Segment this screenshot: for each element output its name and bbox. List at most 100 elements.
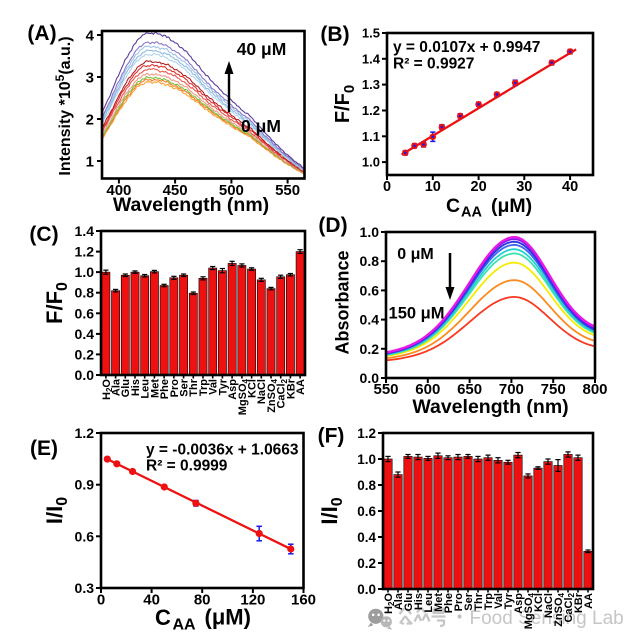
svg-text:0.3: 0.3: [75, 580, 95, 596]
svg-text:(C): (C): [29, 223, 58, 246]
svg-text:40: 40: [143, 592, 160, 609]
svg-text:650: 650: [457, 381, 482, 398]
svg-text:Ala: Ala: [111, 378, 123, 396]
svg-text:1.3: 1.3: [362, 77, 380, 92]
svg-text:1.0: 1.0: [357, 452, 376, 467]
svg-text:(F): (F): [318, 425, 345, 448]
svg-text:1.2: 1.2: [357, 426, 376, 441]
svg-text:(μM): (μM): [491, 195, 532, 217]
svg-text:Met: Met: [149, 379, 161, 398]
svg-text:1.0: 1.0: [75, 264, 95, 280]
svg-text:0: 0: [97, 592, 105, 609]
svg-text:500: 500: [219, 182, 244, 199]
svg-text:400: 400: [106, 182, 131, 199]
svg-text:KCl: KCl: [247, 379, 259, 398]
svg-text:His: His: [130, 379, 142, 396]
svg-text:Pro: Pro: [453, 593, 465, 612]
svg-text:R² = 0.9927: R² = 0.9927: [393, 56, 474, 73]
svg-text:0.8: 0.8: [357, 478, 376, 493]
svg-text:1.2: 1.2: [75, 425, 95, 441]
svg-text:Wavelength (nm): Wavelength (nm): [113, 194, 269, 216]
svg-text:Thr: Thr: [473, 592, 485, 610]
svg-text:Pro: Pro: [169, 379, 181, 398]
svg-text:0.2: 0.2: [360, 341, 380, 357]
svg-text:30: 30: [516, 179, 532, 195]
svg-text:Ser: Ser: [179, 378, 191, 396]
svg-text:y = -0.0036x + 1.0663: y = -0.0036x + 1.0663: [146, 442, 299, 459]
svg-text:120: 120: [240, 592, 265, 609]
svg-text:Thr: Thr: [188, 378, 200, 396]
svg-text:4: 4: [86, 28, 95, 45]
svg-text:0.0: 0.0: [357, 582, 376, 597]
svg-text:MgSO4: MgSO4: [237, 378, 250, 415]
svg-text:(D): (D): [318, 214, 347, 237]
svg-text:Val: Val: [493, 593, 505, 609]
svg-text:R² = 0.9999: R² = 0.9999: [146, 458, 228, 475]
svg-text:80: 80: [194, 592, 211, 609]
svg-text:0.8: 0.8: [75, 285, 95, 301]
svg-text:0.4: 0.4: [75, 326, 95, 342]
svg-text:450: 450: [163, 182, 188, 199]
svg-text:750: 750: [541, 381, 566, 398]
svg-text:Wavelength (nm): Wavelength (nm): [412, 396, 568, 418]
svg-text:1.4: 1.4: [362, 51, 381, 66]
svg-text:Food Sensing Lab: Food Sensing Lab: [470, 608, 624, 629]
svg-text:AA: AA: [173, 617, 197, 634]
svg-text:H2O: H2O: [383, 593, 396, 614]
svg-text:0.9: 0.9: [75, 477, 95, 493]
svg-text:1.4: 1.4: [75, 223, 95, 239]
svg-text:His: His: [413, 593, 425, 610]
svg-text:0.4: 0.4: [357, 530, 376, 545]
svg-text:1: 1: [86, 154, 94, 171]
svg-text:Ala: Ala: [393, 592, 405, 610]
svg-text:Glu: Glu: [120, 379, 132, 397]
svg-text:Glu: Glu: [403, 593, 415, 611]
svg-text:0.8: 0.8: [360, 253, 380, 269]
svg-text:AA: AA: [461, 205, 482, 221]
svg-text:Leu: Leu: [423, 593, 435, 613]
svg-text:Ser: Ser: [463, 592, 475, 610]
svg-text:1.2: 1.2: [362, 103, 380, 118]
svg-text:150 μM: 150 μM: [389, 305, 445, 323]
svg-text:Leu: Leu: [140, 379, 152, 399]
svg-text:ZnSO4: ZnSO4: [553, 592, 566, 626]
svg-text:NaCl: NaCl: [543, 593, 555, 618]
svg-text:Trp: Trp: [483, 593, 495, 610]
svg-text:1.0: 1.0: [362, 155, 380, 170]
svg-text:Trp: Trp: [198, 379, 210, 396]
svg-text:KBr: KBr: [573, 592, 585, 613]
svg-text:KBr: KBr: [285, 378, 297, 399]
svg-text:0 μM: 0 μM: [397, 246, 433, 263]
svg-text:(E): (E): [30, 437, 58, 460]
svg-text:(A): (A): [27, 22, 56, 45]
svg-text:Val: Val: [208, 379, 220, 395]
svg-text:Asp: Asp: [513, 593, 525, 614]
svg-text:0: 0: [383, 179, 391, 195]
svg-text:Phe: Phe: [159, 379, 171, 399]
svg-text:0.6: 0.6: [75, 528, 95, 544]
svg-text:H2O: H2O: [101, 379, 114, 400]
svg-text:Met: Met: [433, 593, 445, 612]
svg-text:1.0: 1.0: [360, 224, 380, 240]
svg-text:0.6: 0.6: [75, 305, 95, 321]
svg-text:C: C: [155, 605, 171, 630]
svg-text:0.4: 0.4: [360, 312, 380, 328]
svg-text:700: 700: [499, 381, 524, 398]
svg-text:0.6: 0.6: [357, 504, 376, 519]
svg-text:C: C: [446, 195, 460, 217]
svg-text:2: 2: [86, 112, 94, 129]
svg-text:(μM): (μM): [205, 605, 251, 630]
svg-text:CaCl2: CaCl2: [276, 378, 289, 408]
svg-text:KCl: KCl: [533, 593, 545, 612]
svg-text:600: 600: [415, 381, 440, 398]
svg-text:10: 10: [425, 179, 441, 195]
svg-text:550: 550: [275, 182, 300, 199]
svg-text:Tyr: Tyr: [217, 378, 229, 395]
svg-text:AA: AA: [583, 593, 595, 609]
svg-text:AA: AA: [295, 379, 307, 395]
svg-text:Absorbance: Absorbance: [333, 250, 353, 354]
svg-text:0.0: 0.0: [360, 370, 380, 386]
svg-text:1.2: 1.2: [75, 244, 95, 260]
svg-text:3: 3: [86, 70, 94, 87]
svg-text:CaCl2: CaCl2: [563, 592, 576, 622]
